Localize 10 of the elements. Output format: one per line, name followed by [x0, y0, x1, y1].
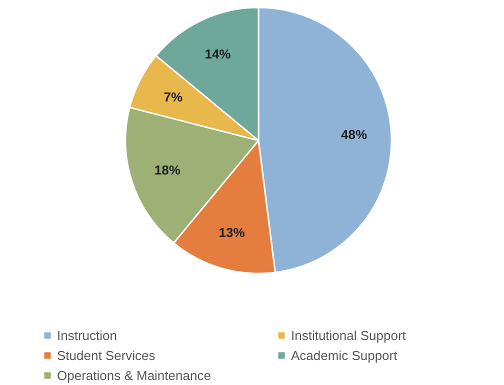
- data-label: 13%: [218, 224, 246, 240]
- legend-label: Student Services: [57, 347, 156, 363]
- legend-label: Instruction: [57, 327, 118, 343]
- legend-label: Academic Support: [291, 347, 398, 363]
- data-label: 14%: [204, 46, 232, 62]
- legend-label: Operations & Maintenance: [57, 367, 212, 383]
- data-label: 48%: [341, 126, 368, 142]
- legend-label: Institutional Support: [291, 327, 407, 343]
- data-label: 18%: [154, 162, 181, 178]
- data-label: 7%: [164, 90, 184, 105]
